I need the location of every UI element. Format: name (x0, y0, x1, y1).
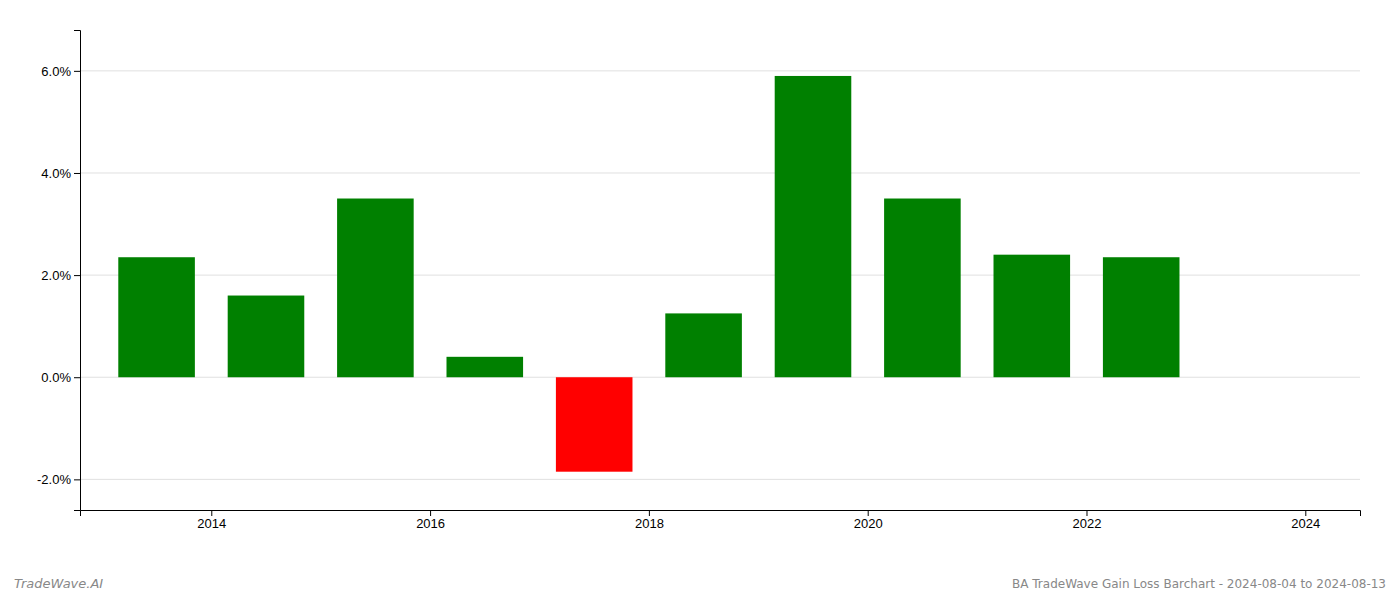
x-axis: 2014 2016 2018 2020 2022 2024 (81, 510, 1361, 531)
grid-line (80, 172, 1360, 173)
x-tick-label: 2020 (854, 516, 883, 531)
y-tick: 4.0% (41, 166, 80, 181)
x-tick-label: 2022 (1073, 516, 1102, 531)
y-axis: -2.0% 0.0% 2.0% 4.0% 6.0% (37, 31, 80, 511)
x-tick-label: 2014 (197, 516, 226, 531)
x-tick: 2018 (635, 510, 664, 531)
y-axis-line (74, 31, 81, 511)
bar (884, 199, 961, 378)
bar (665, 313, 742, 377)
y-tick-label: 0.0% (41, 370, 71, 385)
x-tick-mark (430, 510, 431, 516)
y-tick: 0.0% (41, 370, 80, 385)
y-tick: 2.0% (41, 268, 80, 283)
grid (80, 71, 1360, 480)
plot: -2.0% 0.0% 2.0% 4.0% 6.0% 2014 2016 2018 2020 202… (37, 31, 1360, 532)
y-tick-mark (74, 173, 80, 174)
x-tick-label: 2018 (635, 516, 664, 531)
bar (337, 199, 414, 378)
x-tick-mark (1086, 510, 1087, 516)
y-tick-label: 2.0% (41, 268, 71, 283)
x-tick-label: 2024 (1291, 516, 1320, 531)
y-tick-mark (74, 71, 80, 72)
x-tick: 2020 (854, 510, 883, 531)
y-tick: 6.0% (41, 64, 80, 79)
x-tick-mark (1305, 510, 1306, 516)
x-tick: 2014 (197, 510, 226, 531)
watermark: TradeWave.AI (14, 576, 103, 591)
y-tick-mark (74, 377, 80, 378)
x-tick: 2022 (1073, 510, 1102, 531)
x-tick: 2016 (416, 510, 445, 531)
x-axis-line (81, 511, 1361, 517)
bar (994, 255, 1071, 378)
grid-line (80, 70, 1360, 71)
y-tick-label: -2.0% (37, 472, 71, 487)
grid-line (80, 479, 1360, 480)
x-tick-mark (649, 510, 650, 516)
title: BA TradeWave Gain Loss Barchart - 2024-0… (1012, 577, 1386, 591)
bar (228, 296, 305, 378)
y-tick-label: 6.0% (41, 64, 71, 79)
x-tick: 2024 (1291, 510, 1320, 531)
y-tick-mark (74, 479, 80, 480)
x-tick-label: 2016 (416, 516, 445, 531)
y-tick: -2.0% (37, 472, 80, 487)
y-tick-mark (74, 275, 80, 276)
x-tick-mark (211, 510, 212, 516)
bar (446, 357, 523, 377)
bar (556, 377, 633, 471)
bar (118, 257, 195, 377)
bars (118, 76, 1179, 472)
chart-svg: -2.0% 0.0% 2.0% 4.0% 6.0% 2014 2016 2018 2020 202… (0, 0, 1400, 600)
y-tick-label: 4.0% (41, 166, 71, 181)
x-tick-mark (868, 510, 869, 516)
bar (1103, 257, 1180, 377)
bar (775, 76, 852, 377)
